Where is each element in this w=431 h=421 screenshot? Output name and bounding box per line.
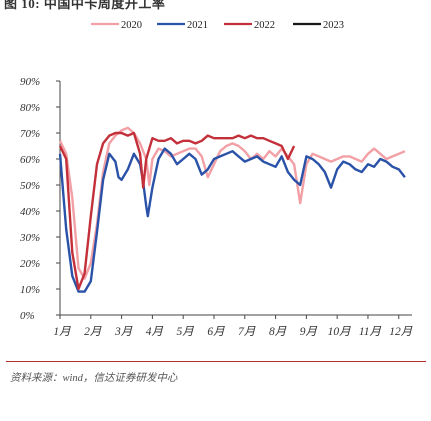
x-tick-label: 9月 bbox=[300, 325, 318, 338]
y-tick-label: 50% bbox=[20, 180, 40, 192]
x-axis-ticks: 1月 2月 3月 4月 5月 6月 7月 8月 9月 10月 11月 12月 bbox=[53, 315, 413, 338]
y-tick-label: 80% bbox=[20, 102, 40, 114]
x-tick-label: 1月 bbox=[53, 325, 71, 338]
x-tick-label: 6月 bbox=[207, 325, 225, 338]
chart-axes bbox=[59, 81, 412, 316]
x-tick-label: 10月 bbox=[328, 325, 352, 338]
x-tick-label: 4月 bbox=[146, 325, 164, 338]
x-tick-label: 8月 bbox=[269, 325, 287, 338]
source-note: 资料来源：wind，信达证券研发中心 bbox=[10, 373, 178, 384]
y-tick-label: 0% bbox=[20, 310, 35, 322]
figure-header: 图 10: 中国中卡周度开工率 bbox=[0, 0, 431, 12]
legend-label-2020: 2020 bbox=[121, 20, 142, 31]
series-lines bbox=[58, 126, 406, 293]
source-divider bbox=[6, 361, 426, 362]
figure-title: 图 10: 中国中卡周度开工率 bbox=[4, 0, 166, 11]
legend-label-2022: 2022 bbox=[254, 20, 275, 31]
x-tick-label: 7月 bbox=[238, 325, 256, 338]
x-tick-label: 11月 bbox=[359, 325, 382, 338]
x-tick-label: 3月 bbox=[114, 325, 133, 338]
y-tick-label: 90% bbox=[20, 76, 40, 88]
series-line-2022 bbox=[58, 131, 296, 291]
line-chart: 2020 2021 2022 2023 0% 10% 20% 30% 40% 50% 60% 70%… bbox=[19, 20, 413, 338]
x-tick-label: 2月 bbox=[84, 325, 102, 338]
y-tick-label: 70% bbox=[20, 128, 40, 140]
y-tick-label: 20% bbox=[20, 258, 40, 270]
y-tick-label: 30% bbox=[19, 232, 40, 244]
y-tick-label: 40% bbox=[20, 206, 40, 218]
x-tick-label: 12月 bbox=[389, 325, 413, 338]
x-tick-label: 5月 bbox=[177, 325, 195, 338]
y-tick-label: 60% bbox=[20, 154, 40, 166]
chart-legend: 2020 2021 2022 2023 bbox=[91, 20, 344, 31]
legend-label-2021: 2021 bbox=[187, 20, 208, 31]
y-axis-ticks: 0% 10% 20% 30% 40% 50% 60% 70% 80% 90% bbox=[19, 76, 60, 322]
legend-label-2023: 2023 bbox=[323, 20, 344, 31]
series-line-2021 bbox=[58, 147, 406, 293]
y-tick-label: 10% bbox=[20, 284, 40, 296]
